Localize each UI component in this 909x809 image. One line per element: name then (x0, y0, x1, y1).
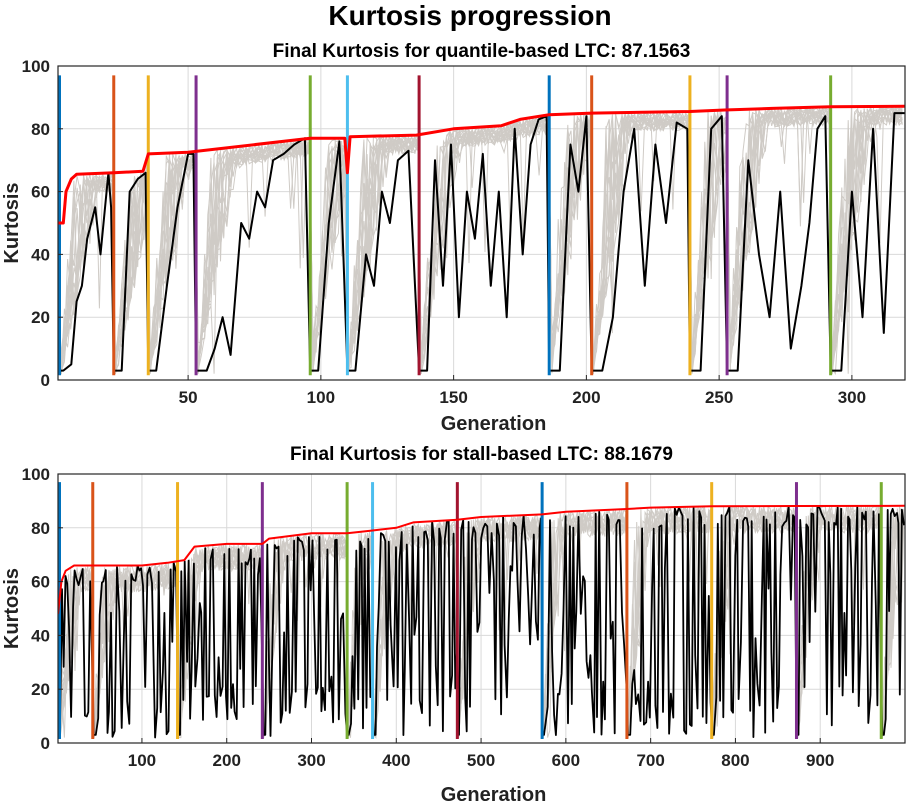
population-trace (58, 107, 903, 374)
y-tick-label: 100 (22, 465, 50, 484)
panel-title: Final Kurtosis for stall-based LTC: 88.1… (290, 444, 673, 465)
x-axis-label: Generation (441, 413, 547, 435)
x-axis-label: Generation (441, 784, 547, 806)
y-tick-label: 20 (31, 308, 50, 327)
y-tick-label: 0 (41, 371, 50, 390)
y-axis-label: Kurtosis (1, 182, 23, 263)
restart-markers (58, 75, 833, 376)
x-tick-label: 200 (572, 388, 600, 407)
population-traces (58, 105, 903, 376)
y-tick-label: 80 (31, 519, 50, 538)
y-tick-label: 40 (31, 245, 50, 264)
x-tick-label: 400 (382, 751, 410, 770)
axis-ticks: 50 100 150 200 250 300 0 20 40 60 80 100 (22, 57, 866, 407)
y-tick-label: 80 (31, 120, 50, 139)
best-kurtosis-line (58, 504, 905, 615)
current-kurtosis-line (58, 112, 905, 372)
x-tick-label: 300 (297, 751, 325, 770)
plot-area (58, 482, 905, 740)
x-tick-label: 800 (721, 751, 749, 770)
x-tick-label: 250 (705, 388, 733, 407)
x-tick-label: 200 (213, 751, 241, 770)
x-tick-label: 900 (806, 751, 834, 770)
x-tick-label: 600 (552, 751, 580, 770)
panel-quantile-ltc: Final Kurtosis for quantile-based LTC: 8… (1, 41, 906, 435)
y-tick-label: 60 (31, 573, 50, 592)
x-tick-label: 300 (838, 388, 866, 407)
panel-title: Final Kurtosis for quantile-based LTC: 8… (273, 41, 691, 62)
y-tick-label: 100 (22, 57, 50, 76)
panel-stall-ltc: Final Kurtosis for stall-based LTC: 88.1… (1, 444, 906, 806)
plot-area (58, 75, 905, 376)
y-tick-label: 40 (31, 626, 50, 645)
y-tick-label: 20 (31, 680, 50, 699)
best-kurtosis-line (58, 104, 905, 225)
x-tick-label: 500 (467, 751, 495, 770)
x-tick-label: 100 (307, 388, 335, 407)
restart-markers (58, 482, 883, 739)
y-tick-label: 60 (31, 183, 50, 202)
figure-title: Kurtosis progression (328, 0, 611, 31)
y-tick-label: 0 (41, 734, 50, 753)
y-axis-label: Kurtosis (1, 568, 23, 649)
x-tick-label: 700 (636, 751, 664, 770)
x-tick-label: 150 (439, 388, 467, 407)
current-kurtosis-line (58, 505, 905, 739)
axes-frame (57, 65, 906, 381)
x-tick-label: 50 (179, 388, 198, 407)
axis-ticks: 100 200 300 400 500 600 700 800 900 0 20 40 60 80 100 (22, 465, 835, 770)
x-tick-label: 100 (128, 751, 156, 770)
